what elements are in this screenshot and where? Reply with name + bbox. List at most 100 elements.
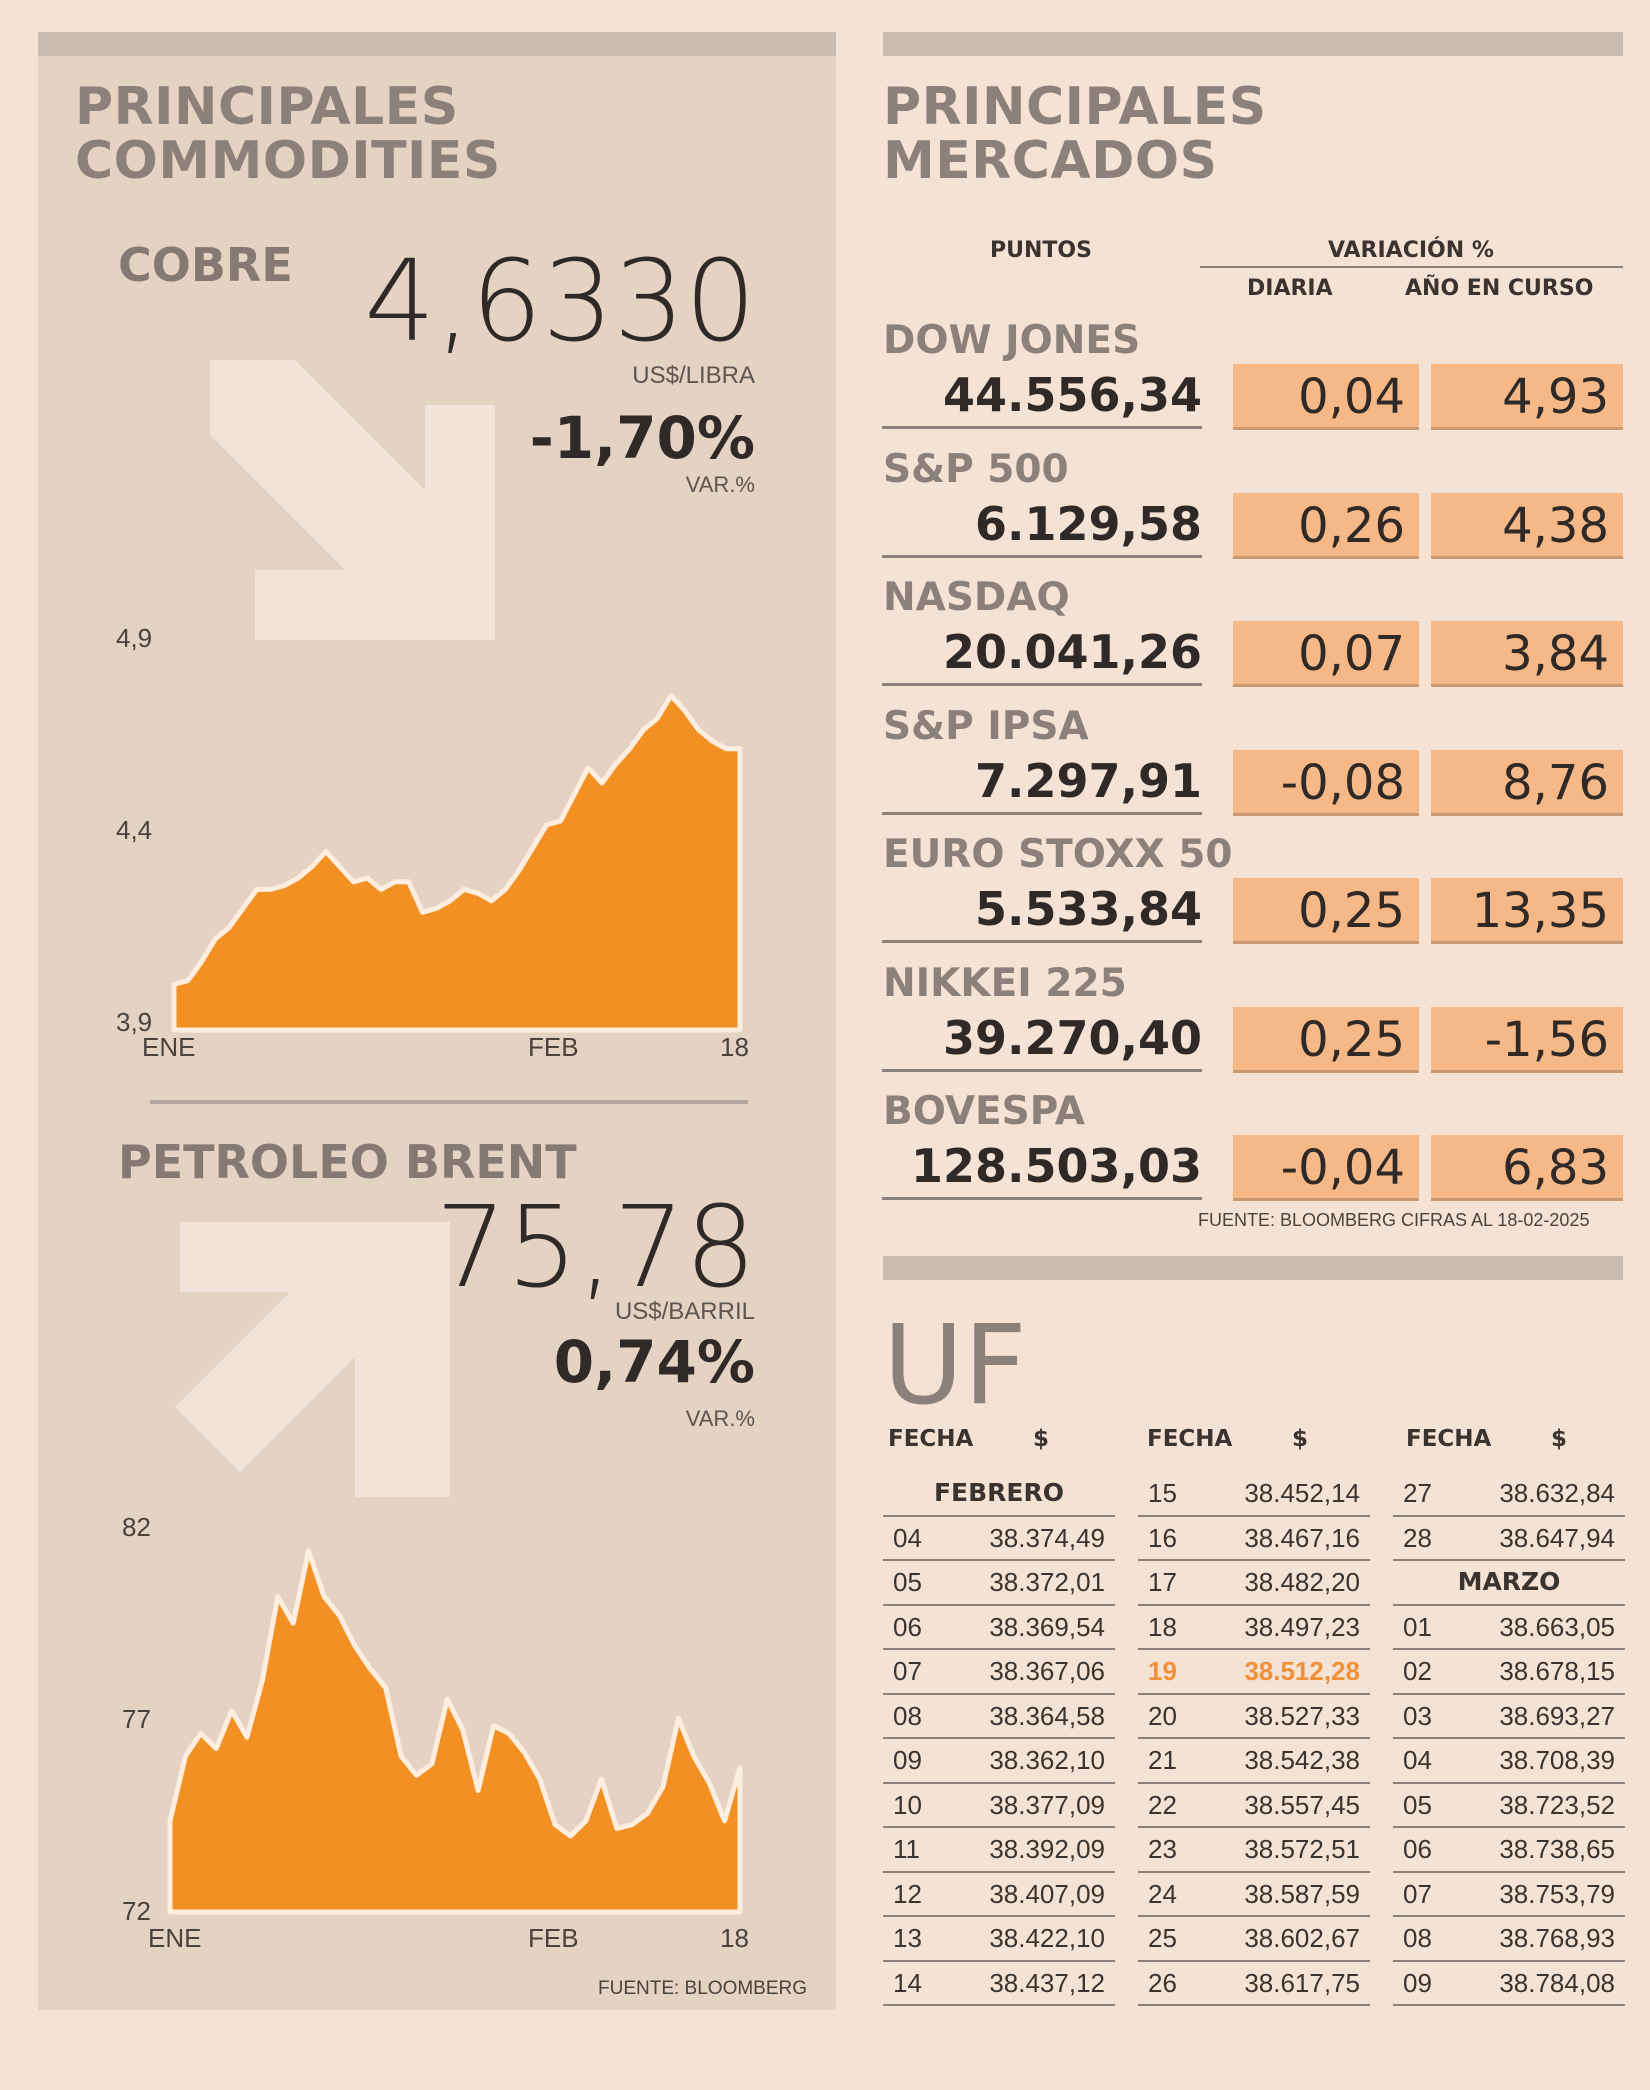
uf-row: 14 38.437,12 <box>883 1962 1115 2006</box>
uf-value: 38.542,38 <box>1244 1745 1360 1775</box>
uf-row: 04 38.708,39 <box>1393 1739 1625 1784</box>
uf-top-bar <box>883 1256 1623 1280</box>
uf-value: 38.362,10 <box>989 1745 1105 1775</box>
commodities-title: PRINCIPALES COMMODITIES <box>75 80 501 188</box>
uf-day: 08 <box>1403 1923 1432 1953</box>
market-daily-variation: 0,07 <box>1233 621 1419 687</box>
markets-top-bar <box>883 32 1623 56</box>
market-daily-variation: -0,04 <box>1233 1135 1419 1201</box>
uf-value: 38.678,15 <box>1499 1656 1615 1686</box>
uf-value: 38.467,16 <box>1244 1522 1360 1553</box>
uf-day: 26 <box>1148 1967 1177 1998</box>
uf-value: 38.708,39 <box>1499 1745 1615 1775</box>
market-ytd-variation: 8,76 <box>1431 749 1623 816</box>
uf-value: 38.422,10 <box>989 1923 1105 1953</box>
uf-day: 05 <box>1403 1789 1432 1820</box>
market-ytd-variation: 6,83 <box>1431 1135 1623 1201</box>
uf-day: 21 <box>1148 1745 1177 1775</box>
brent-chart: 82 77 72 ENE FEB 18 <box>122 1512 749 1953</box>
cobre-area-series <box>171 693 743 1033</box>
uf-day: 06 <box>893 1611 922 1642</box>
uf-day: 28 <box>1403 1522 1432 1553</box>
cobre-variation: -1,70% <box>529 404 755 472</box>
uf-row: 05 38.372,01 <box>883 1561 1115 1606</box>
uf-row: 20 38.527,33 <box>1138 1695 1370 1739</box>
uf-day: 15 <box>1148 1478 1177 1508</box>
uf-day: 11 <box>893 1834 920 1864</box>
market-points: 39.270,40 <box>882 1011 1202 1072</box>
uf-col3-value-header: $ <box>1551 1426 1568 1452</box>
cobre-ytick-mid: 4,4 <box>116 815 152 845</box>
markets-title-line1: PRINCIPALES <box>883 77 1267 137</box>
uf-day: 06 <box>1403 1834 1432 1864</box>
uf-row: 16 38.467,16 <box>1138 1517 1370 1561</box>
market-ytd-variation: 4,93 <box>1431 364 1623 430</box>
cobre-name: COBRE <box>118 238 293 292</box>
uf-column-2: 15 38.452,14 16 38.467,16 17 38.482,20 18 38.49… <box>1138 1472 1370 2006</box>
uf-row: 10 38.377,09 <box>883 1784 1115 1828</box>
market-points: 44.556,34 <box>882 368 1202 429</box>
uf-row: 15 38.452,14 <box>1138 1472 1370 1517</box>
uf-day: 04 <box>893 1522 922 1553</box>
uf-title: UF <box>883 1301 1027 1429</box>
uf-row: 06 38.369,54 <box>883 1606 1115 1650</box>
brent-xtick-feb: FEB <box>528 1923 579 1953</box>
cobre-price: 4,6330 <box>364 237 756 367</box>
uf-row: 09 38.362,10 <box>883 1739 1115 1784</box>
uf-value: 38.369,54 <box>989 1611 1105 1642</box>
uf-value: 38.723,52 <box>1499 1789 1615 1820</box>
uf-day: 16 <box>1148 1522 1177 1553</box>
uf-row: 03 38.693,27 <box>1393 1695 1625 1739</box>
uf-row: 01 38.663,05 <box>1393 1606 1625 1650</box>
uf-row: 13 38.422,10 <box>883 1917 1115 1962</box>
uf-day: 17 <box>1148 1567 1177 1597</box>
uf-day: 12 <box>893 1878 922 1909</box>
uf-col3-date-header: FECHA <box>1406 1426 1492 1452</box>
uf-row: 07 38.367,06 <box>883 1650 1115 1695</box>
market-ytd-variation: -1,56 <box>1431 1006 1623 1073</box>
cobre-chart: 4,9 4,4 3,9 ENE FEB 18 <box>116 623 749 1062</box>
col-puntos: PUNTOS <box>990 238 1092 263</box>
market-points: 5.533,84 <box>882 882 1202 943</box>
up-arrow-icon <box>175 1222 450 1497</box>
uf-column-3: 27 38.632,84 28 38.647,94 MARZO 01 38.663,05 02… <box>1393 1472 1625 2006</box>
uf-row: 24 38.587,59 <box>1138 1873 1370 1917</box>
uf-col1-value-header: $ <box>1033 1426 1050 1452</box>
uf-row: 02 38.678,15 <box>1393 1650 1625 1695</box>
commodities-divider <box>150 1100 748 1104</box>
market-name: S&P IPSA <box>883 703 1089 749</box>
brent-ytick-low: 72 <box>122 1896 151 1926</box>
uf-row: 25 38.602,67 <box>1138 1917 1370 1962</box>
uf-month-header: MARZO <box>1393 1561 1625 1606</box>
uf-day: 14 <box>893 1967 922 1998</box>
cobre-unit: US$/LIBRA <box>632 362 755 389</box>
brent-area-series <box>167 1548 743 1915</box>
brent-variation-label: VAR.% <box>685 1406 755 1431</box>
market-daily-variation: 0,04 <box>1233 364 1419 430</box>
uf-value: 38.647,94 <box>1499 1522 1615 1553</box>
uf-day: 01 <box>1403 1611 1432 1642</box>
market-ytd-variation: 13,35 <box>1431 878 1623 944</box>
commodities-title-line2: COMMODITIES <box>75 131 501 191</box>
market-name: NASDAQ <box>883 575 1070 620</box>
uf-day: 24 <box>1148 1878 1177 1909</box>
uf-day: 09 <box>1403 1967 1432 1998</box>
commodities-top-bar <box>38 32 836 56</box>
uf-row: 18 38.497,23 <box>1138 1606 1370 1650</box>
col-ano-en-curso: AÑO EN CURSO <box>1405 276 1594 301</box>
cobre-ytick-high: 4,9 <box>116 623 152 653</box>
brent-variation: 0,74% <box>553 1328 755 1396</box>
uf-row: 05 38.723,52 <box>1393 1784 1625 1828</box>
uf-value: 38.632,84 <box>1499 1478 1615 1508</box>
commodities-source: FUENTE: BLOOMBERG <box>598 1978 808 1999</box>
market-name: BOVESPA <box>883 1089 1085 1134</box>
uf-day: 08 <box>893 1700 922 1731</box>
uf-day: 13 <box>893 1923 922 1953</box>
uf-row: 07 38.753,79 <box>1393 1873 1625 1917</box>
uf-value: 38.452,14 <box>1244 1478 1360 1508</box>
uf-column-1: FEBRERO 04 38.374,49 05 38.372,01 06 38.369,54… <box>883 1472 1115 2006</box>
market-name: S&P 500 <box>883 446 1069 492</box>
down-arrow-icon <box>210 360 495 640</box>
uf-day: 27 <box>1403 1478 1432 1508</box>
cobre-ytick-low: 3,9 <box>116 1007 152 1037</box>
